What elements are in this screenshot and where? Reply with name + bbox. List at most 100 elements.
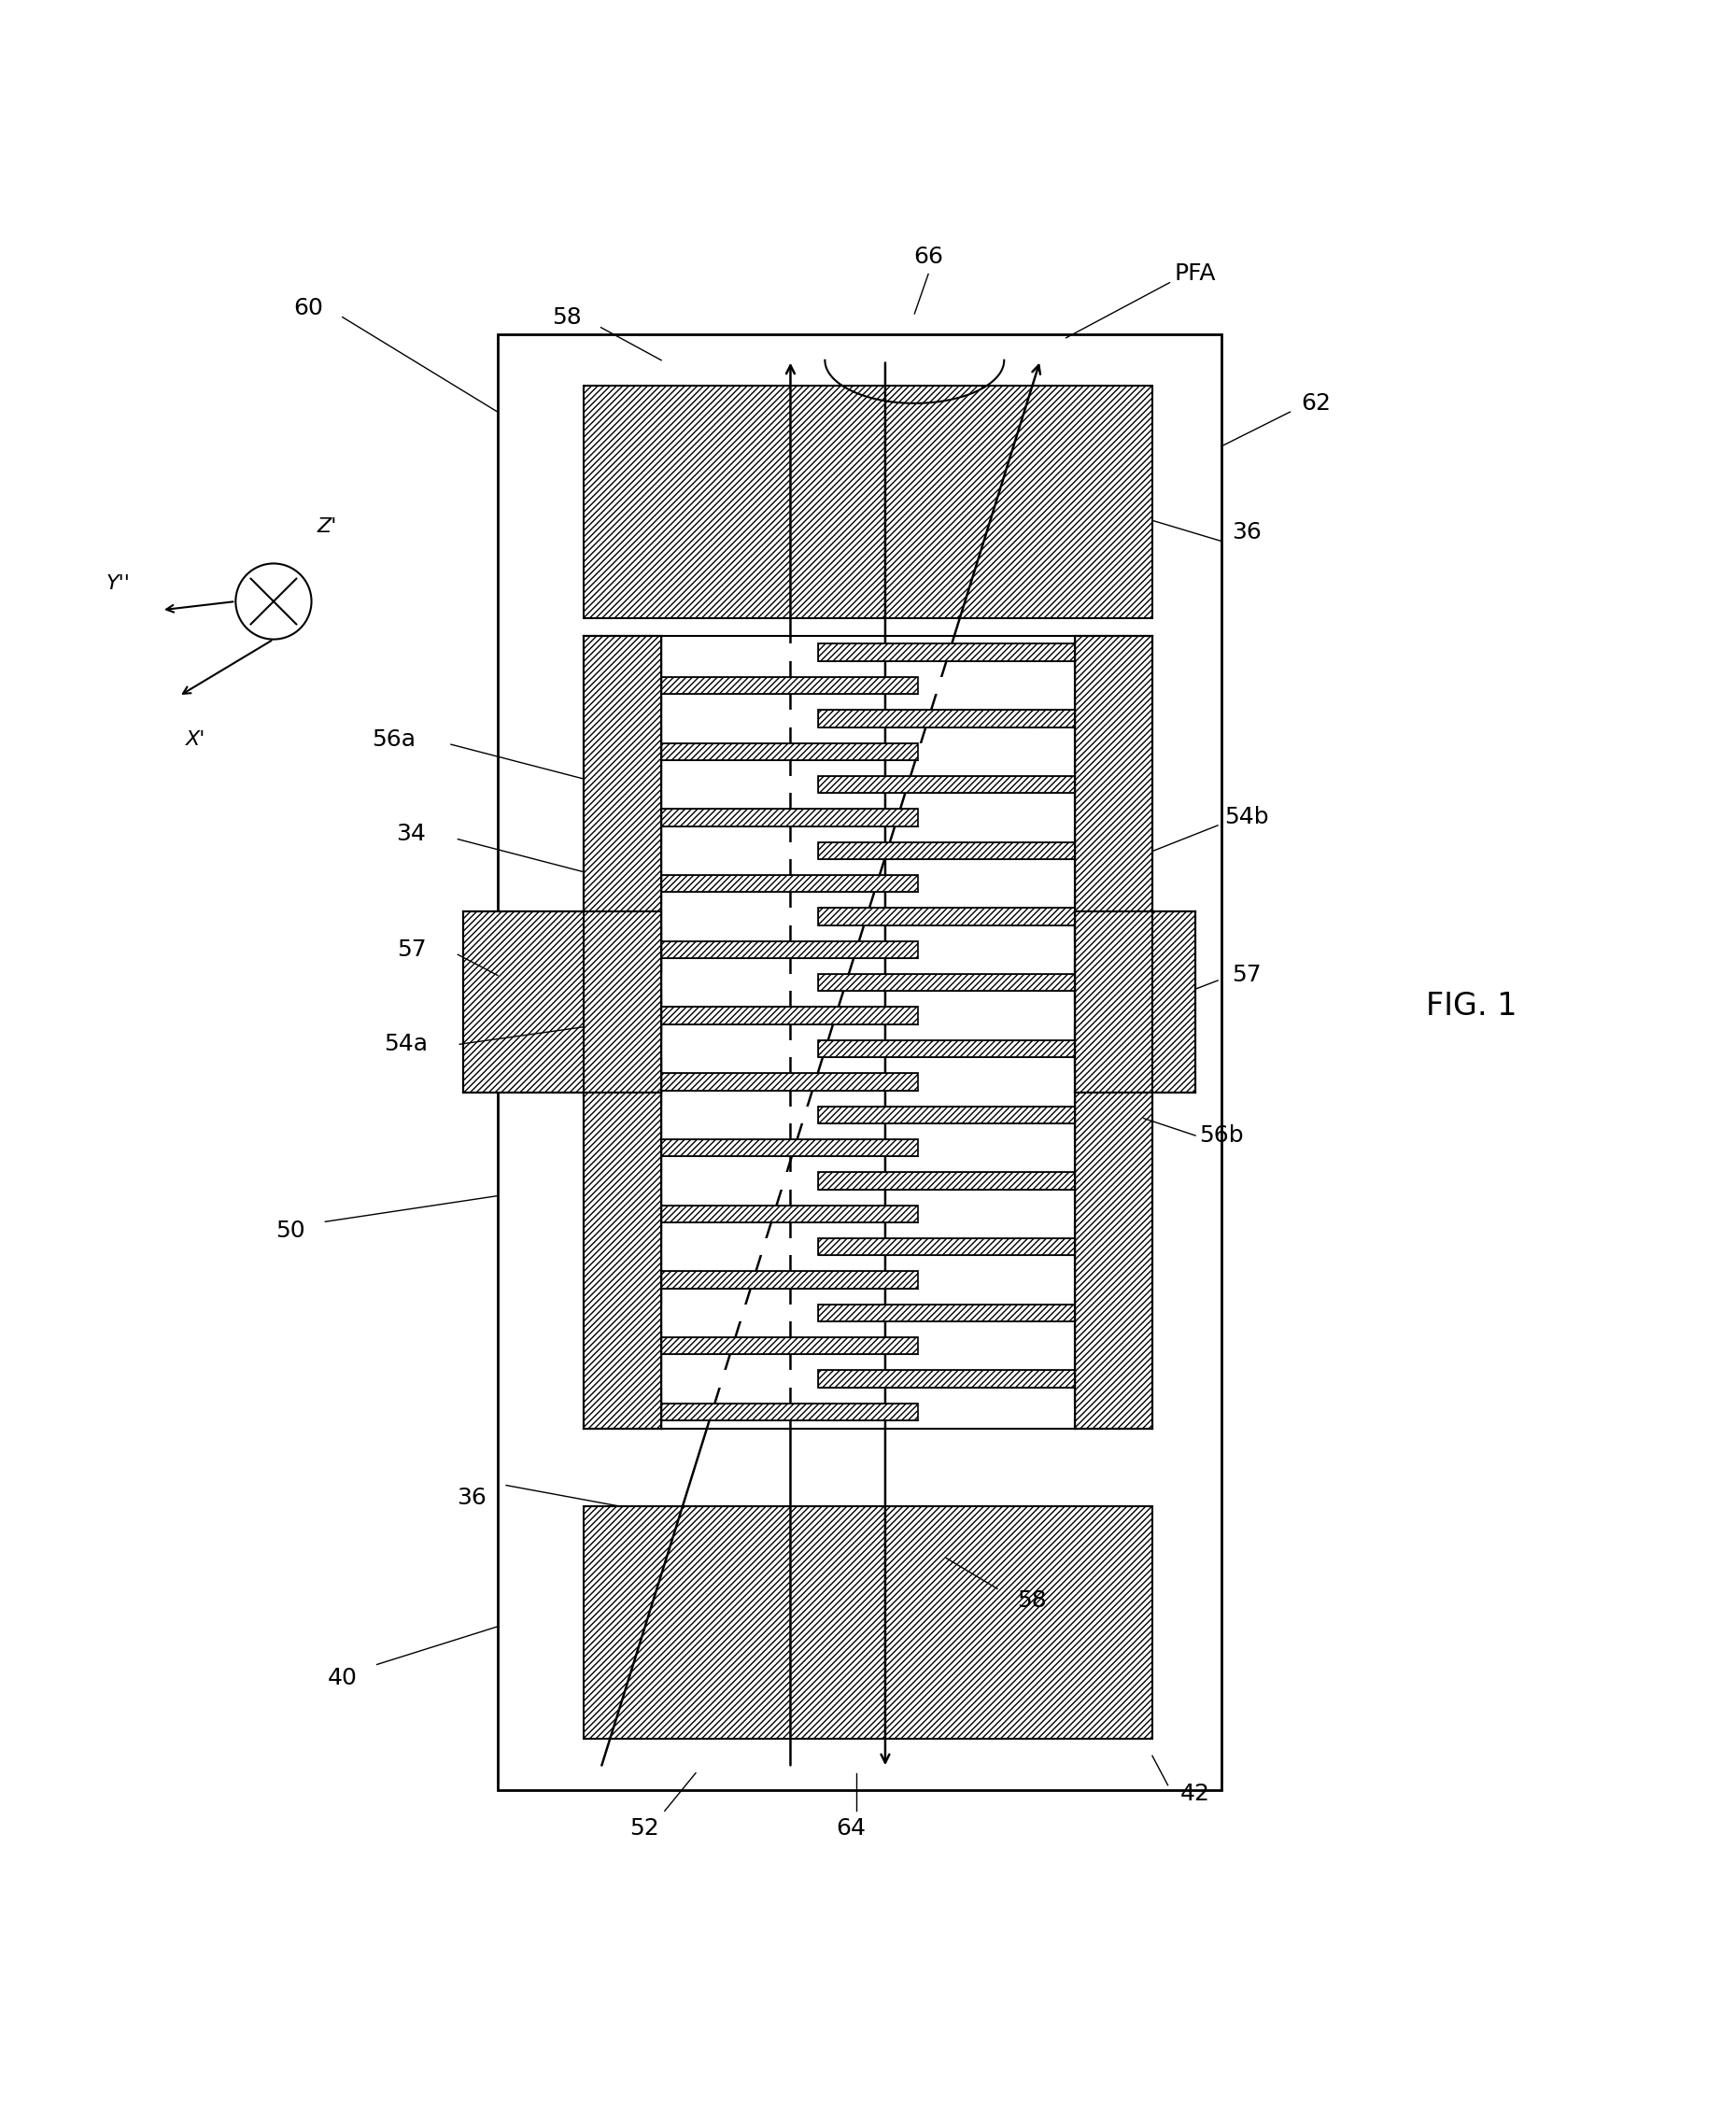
Bar	[464, 912, 661, 1092]
Text: 62: 62	[1300, 391, 1332, 415]
Text: 57: 57	[1233, 965, 1262, 986]
Bar	[498, 334, 1220, 1790]
Bar	[661, 808, 918, 825]
Bar	[818, 842, 1075, 859]
Text: PFA: PFA	[1175, 262, 1217, 286]
Bar	[918, 743, 1075, 760]
Bar	[661, 1138, 918, 1155]
Text: 56a: 56a	[372, 728, 417, 751]
Bar	[818, 1172, 1075, 1189]
Text: 34: 34	[396, 823, 427, 844]
Text: 60: 60	[293, 298, 323, 320]
Bar	[661, 1138, 918, 1155]
Bar	[661, 743, 918, 760]
Bar	[661, 1272, 918, 1289]
Bar	[818, 842, 1075, 859]
Bar	[661, 808, 918, 825]
Bar	[661, 677, 918, 694]
Bar	[661, 874, 918, 893]
Text: 36: 36	[1233, 521, 1262, 544]
Bar	[1075, 912, 1196, 1092]
Bar	[818, 1303, 1075, 1322]
Bar	[818, 643, 1075, 660]
Bar	[661, 709, 818, 728]
Bar	[661, 1206, 918, 1223]
Bar	[583, 637, 661, 1428]
Bar	[918, 874, 1075, 893]
Bar	[818, 1371, 1075, 1388]
Bar	[918, 1007, 1075, 1024]
Bar	[918, 808, 1075, 825]
Bar	[661, 874, 918, 893]
Text: Y'': Y''	[106, 573, 130, 592]
Bar	[661, 1337, 918, 1354]
Bar	[661, 1403, 918, 1420]
Text: 56b: 56b	[1200, 1124, 1243, 1147]
Bar	[818, 709, 1075, 728]
Bar	[661, 1337, 918, 1354]
Text: 58: 58	[552, 307, 582, 328]
Text: X': X'	[186, 730, 207, 749]
Bar	[661, 942, 918, 959]
Bar	[661, 1371, 818, 1388]
Bar	[818, 1041, 1075, 1058]
Bar	[818, 1041, 1075, 1058]
Bar	[918, 1337, 1075, 1354]
Bar	[661, 973, 818, 990]
Bar	[661, 842, 818, 859]
Text: FIG. 1: FIG. 1	[1425, 990, 1517, 1022]
Text: 52: 52	[628, 1818, 660, 1839]
Text: 40: 40	[328, 1667, 358, 1689]
Bar	[661, 743, 918, 760]
Bar	[818, 1107, 1075, 1124]
Bar	[661, 643, 818, 660]
Bar	[918, 1073, 1075, 1090]
Text: 36: 36	[457, 1485, 486, 1509]
Text: 66: 66	[913, 245, 943, 269]
Bar	[661, 1172, 818, 1189]
Bar	[583, 637, 661, 1428]
Bar	[661, 1073, 918, 1090]
Bar	[661, 677, 918, 694]
Bar	[918, 1206, 1075, 1223]
Bar	[661, 1238, 818, 1255]
Bar	[818, 709, 1075, 728]
Bar	[661, 1303, 818, 1322]
Text: 54b: 54b	[1226, 806, 1269, 827]
Bar	[661, 1073, 918, 1090]
Bar	[583, 1507, 1153, 1739]
Bar	[818, 777, 1075, 794]
Bar	[661, 1206, 918, 1223]
Bar	[818, 777, 1075, 794]
Bar	[818, 643, 1075, 660]
Bar	[1075, 637, 1153, 1428]
Bar	[661, 908, 818, 925]
Bar	[818, 1238, 1075, 1255]
Bar	[818, 1107, 1075, 1124]
Bar	[661, 1272, 918, 1289]
Text: 50: 50	[276, 1219, 306, 1242]
Bar	[661, 777, 818, 794]
Bar	[661, 942, 918, 959]
Text: 42: 42	[1180, 1782, 1210, 1805]
Bar	[818, 1172, 1075, 1189]
Bar	[918, 1138, 1075, 1155]
Bar	[583, 385, 1153, 618]
Bar	[818, 908, 1075, 925]
Text: 57: 57	[396, 937, 425, 961]
Bar	[661, 1007, 918, 1024]
Bar	[661, 1007, 918, 1024]
Bar	[918, 1403, 1075, 1420]
Bar	[918, 942, 1075, 959]
Bar	[818, 908, 1075, 925]
Bar	[818, 1238, 1075, 1255]
Text: 58: 58	[1017, 1589, 1047, 1612]
Bar	[661, 1041, 818, 1058]
Text: Z': Z'	[316, 516, 337, 535]
Bar	[464, 912, 661, 1092]
Bar	[818, 973, 1075, 990]
Text: 54a: 54a	[384, 1033, 429, 1056]
Bar	[918, 677, 1075, 694]
Bar	[918, 1272, 1075, 1289]
Bar	[818, 973, 1075, 990]
